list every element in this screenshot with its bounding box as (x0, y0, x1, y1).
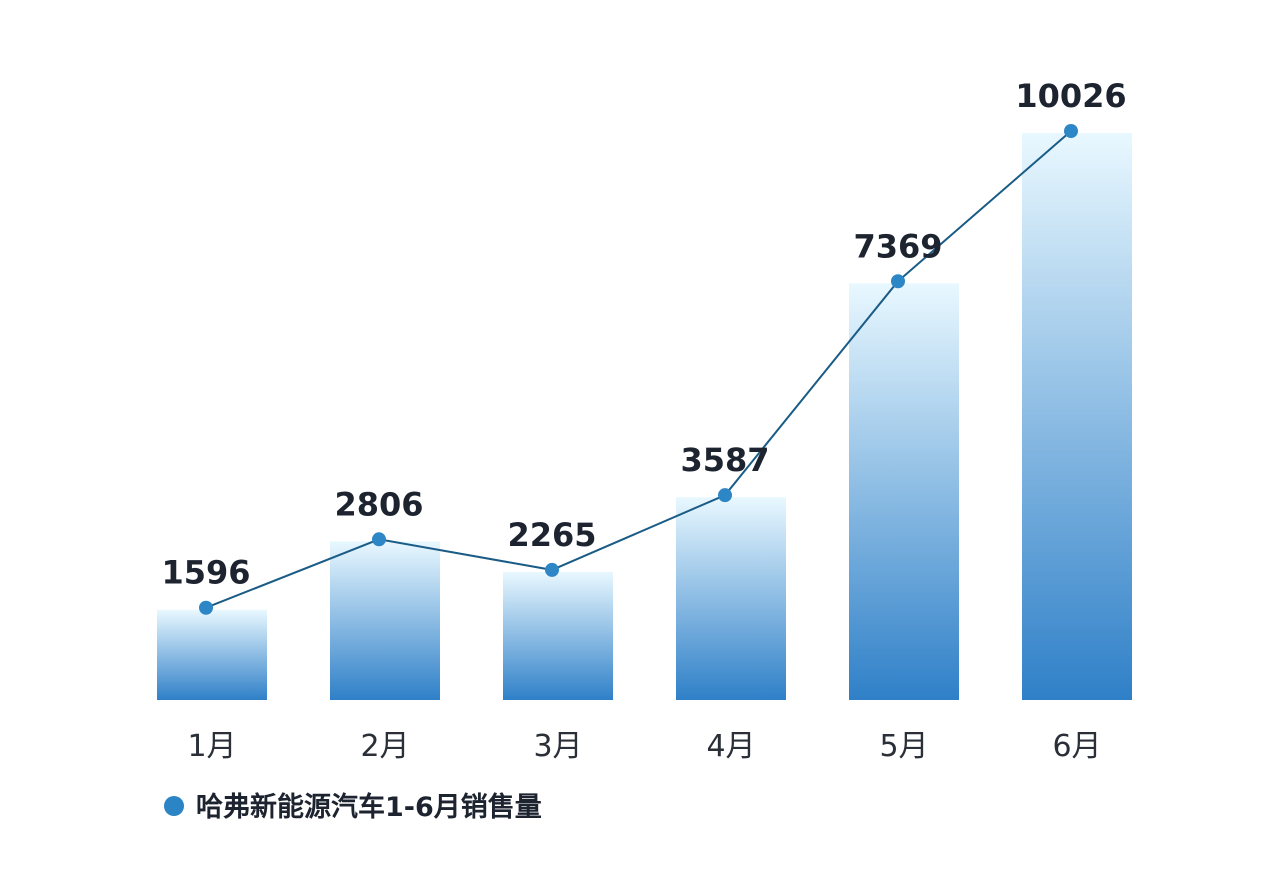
value-label-1: 1596 (161, 554, 250, 592)
category-label-1: 1月 (187, 729, 236, 764)
value-labels-group: 1596 2806 2265 3587 7369 10026 (161, 77, 1126, 592)
bar-6 (1022, 133, 1132, 700)
bar-3 (503, 571, 613, 700)
line-point-1 (199, 600, 213, 615)
category-label-3: 3月 (533, 729, 582, 764)
bar-2 (330, 541, 440, 700)
bars-group (157, 133, 1132, 700)
value-label-3: 2265 (507, 516, 596, 554)
value-label-4: 3587 (680, 441, 769, 479)
line-point-5 (891, 274, 905, 289)
value-label-6: 10026 (1015, 77, 1126, 115)
line-group (199, 124, 1078, 615)
legend-marker (164, 796, 184, 816)
series-line (205, 130, 1072, 609)
bar-1 (157, 609, 267, 700)
line-point-3 (545, 562, 559, 577)
value-label-2: 2806 (334, 485, 423, 523)
line-point-6 (1064, 124, 1078, 138)
value-label-5: 7369 (853, 227, 942, 265)
bar-4 (676, 497, 786, 700)
line-point-2 (372, 532, 386, 547)
category-label-5: 5月 (879, 729, 928, 764)
category-labels-group: 1月 2月 3月 4月 5月 6月 (187, 729, 1101, 764)
category-label-6: 6月 (1052, 729, 1101, 764)
line-point-4 (718, 488, 732, 503)
bar-5 (849, 283, 959, 700)
legend: 哈弗新能源汽车1-6月销售量 (164, 791, 542, 823)
legend-label: 哈弗新能源汽车1-6月销售量 (196, 791, 542, 823)
category-label-2: 2月 (360, 729, 409, 764)
category-label-4: 4月 (706, 729, 755, 764)
